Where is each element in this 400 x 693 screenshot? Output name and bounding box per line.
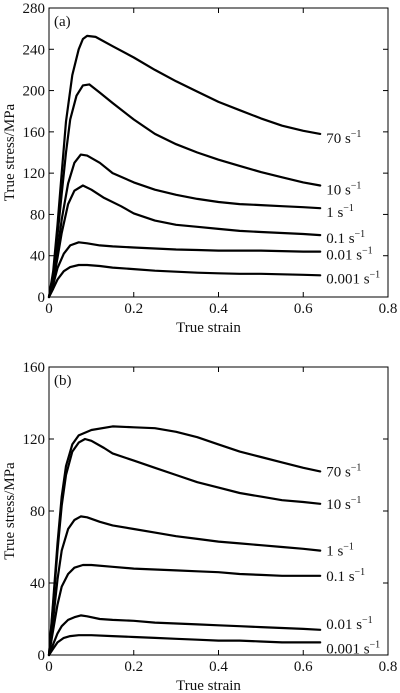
- series-label-exponent: −1: [351, 462, 362, 473]
- x-tick-label: 0.8: [379, 659, 398, 675]
- y-tick-label: 40: [30, 249, 45, 265]
- series-line: [47, 614, 322, 657]
- series-label-text: 70 s: [326, 131, 351, 147]
- series-line: [47, 515, 322, 657]
- y-tick-label: 200: [23, 84, 46, 100]
- y-tick-label: 160: [23, 125, 46, 141]
- series-label-exponent: −1: [351, 495, 362, 506]
- series-line: [47, 241, 322, 299]
- series-label: 70 s−1: [326, 129, 361, 147]
- series-label-text: 0.001 s: [326, 641, 370, 657]
- series-label-text: 1 s: [326, 544, 343, 560]
- y-tick-label: 40: [30, 576, 45, 592]
- series-label-text: 0.01 s: [326, 248, 362, 264]
- series-label-text: 0.01 s: [326, 617, 362, 633]
- y-tick-label: 80: [30, 504, 45, 520]
- series-label-text: 10 s: [326, 183, 351, 199]
- x-tick-label: 0: [45, 659, 53, 675]
- x-tick-label: 0.4: [209, 301, 228, 317]
- series-label: 1 s−1: [326, 542, 354, 560]
- y-tick-label: 240: [23, 42, 46, 58]
- series-line: [47, 34, 322, 299]
- x-axis-title: True strain: [176, 320, 241, 336]
- series-label-exponent: −1: [355, 567, 366, 578]
- series-label-text: 0.001 s: [326, 271, 370, 287]
- series-label: 0.01 s−1: [326, 615, 372, 633]
- series-label: 70 s−1: [326, 462, 361, 480]
- series-label-text: 0.1 s: [326, 231, 355, 247]
- y-tick-label: 120: [23, 432, 46, 448]
- x-tick-label: 0.4: [209, 659, 228, 675]
- panel-a: 0 0.2 0.4 0.6 0.8 0 40 80 120 160 200 240 280 True st…: [2, 1, 397, 336]
- series-label-exponent: −1: [355, 229, 366, 240]
- series-label-exponent: −1: [362, 615, 373, 626]
- series-label-text: 1 s: [326, 205, 343, 221]
- series-line: [47, 153, 322, 299]
- series-label-text: 70 s: [326, 464, 351, 480]
- y-tick-label: 0: [38, 648, 46, 664]
- series-label-exponent: −1: [351, 181, 362, 192]
- series-line: [47, 263, 322, 299]
- x-axis-title: True strain: [176, 678, 241, 693]
- x-tick-label: 0.2: [124, 301, 143, 317]
- x-tick-label: 0.8: [379, 301, 398, 317]
- series-line: [47, 83, 322, 299]
- series-label: 0.1 s−1: [326, 567, 365, 585]
- series-label: 1 s−1: [326, 203, 354, 221]
- series-label-exponent: −1: [343, 203, 354, 214]
- series-label: 0.001 s−1: [326, 639, 380, 657]
- series-label: 0.001 s−1: [326, 269, 380, 287]
- series-label-exponent: −1: [370, 639, 381, 650]
- series-line: [47, 634, 322, 657]
- x-tick-label: 0.6: [294, 301, 313, 317]
- x-tick-label: 0.2: [124, 659, 143, 675]
- y-axis-title: True stress/MPa: [2, 462, 18, 560]
- series-line: [47, 563, 322, 657]
- series-line: [47, 425, 322, 657]
- series-label-exponent: −1: [370, 269, 381, 280]
- y-tick-label: 160: [23, 360, 46, 376]
- panel-label: (b): [54, 373, 72, 389]
- series-line: [47, 184, 322, 299]
- series-label-text: 0.1 s: [326, 569, 355, 585]
- series-label: 0.1 s−1: [326, 229, 365, 247]
- series-label-text: 10 s: [326, 497, 351, 513]
- series-label: 10 s−1: [326, 495, 361, 513]
- panel-b: 0 0.2 0.4 0.6 0.8 0 40 80 120 160 True strain True …: [2, 360, 397, 693]
- y-tick-label: 120: [23, 166, 46, 182]
- x-tick-label: 0.6: [294, 659, 313, 675]
- y-axis-title: True stress/MPa: [2, 103, 18, 201]
- series-label: 10 s−1: [326, 181, 361, 199]
- series-label-exponent: −1: [362, 246, 373, 257]
- x-tick-label: 0: [45, 301, 53, 317]
- panel-label: (a): [54, 14, 71, 30]
- series-label: 0.01 s−1: [326, 246, 372, 264]
- series-label-exponent: −1: [343, 542, 354, 553]
- y-tick-label: 0: [38, 290, 46, 306]
- series-label-exponent: −1: [351, 129, 362, 140]
- series-line: [47, 437, 322, 657]
- y-tick-label: 80: [30, 207, 45, 223]
- y-tick-label: 280: [23, 1, 46, 17]
